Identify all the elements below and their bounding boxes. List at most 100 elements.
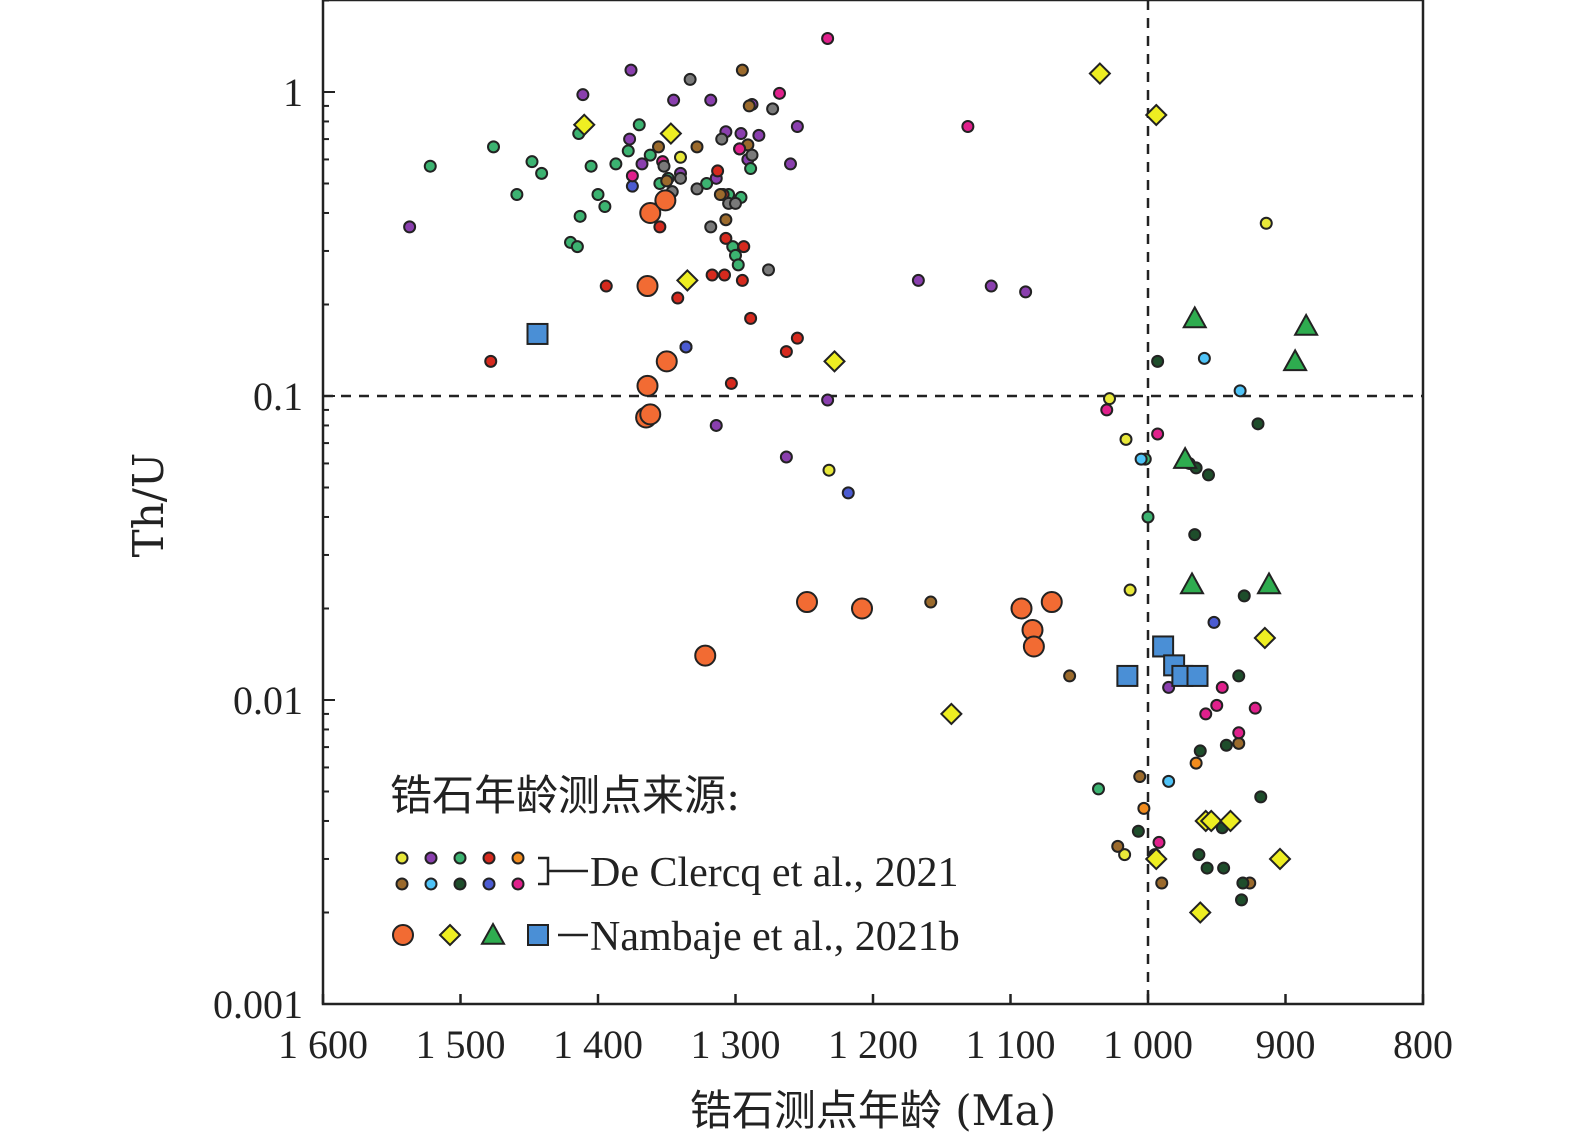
declercq-small-circle-point <box>1111 839 1125 853</box>
declercq-small-circle-point <box>690 182 704 196</box>
declercq-small-circle-point <box>1207 615 1221 629</box>
legend-marker-circle <box>392 924 414 946</box>
nambaje-circle-point <box>694 644 717 667</box>
declercq-small-circle-point <box>704 220 718 234</box>
declercq-small-circle-point <box>635 157 649 171</box>
y-tick-label: 1 <box>283 70 303 115</box>
declercq-small-circle-point <box>704 93 718 107</box>
y-axis: 1 0.1 0.01 0.001 <box>213 0 335 1027</box>
nambaje-diamond-point <box>1188 901 1212 924</box>
declercq-small-circle-point <box>1133 770 1147 784</box>
declercq-small-circle-point <box>1232 726 1246 740</box>
nambaje-triangle-point <box>1179 571 1205 595</box>
declercq-small-circle-point <box>1232 736 1246 750</box>
nambaje-triangle-point <box>1293 312 1319 336</box>
nambaje-diamond-point <box>1088 62 1112 85</box>
nambaje-triangle-point <box>1282 348 1308 372</box>
declercq-small-circle-point <box>598 200 612 214</box>
x-tick-label: 1 400 <box>553 1022 643 1067</box>
nambaje-square-point <box>526 322 549 345</box>
declercq-small-circle-point <box>790 120 804 134</box>
declercq-small-circle-point <box>624 63 638 77</box>
nambaje-circle-point <box>1040 591 1063 614</box>
legend-marker-group1 <box>395 851 409 865</box>
x-tick-label: 1 600 <box>278 1022 368 1067</box>
declercq-small-circle-point <box>599 279 613 293</box>
declercq-small-circle-point <box>713 188 727 202</box>
nambaje-diamond-point <box>659 122 683 145</box>
declercq-small-circle-point <box>1137 801 1151 815</box>
declercq-small-circle-point <box>1235 893 1248 907</box>
legend-marker-diamond <box>438 923 462 947</box>
declercq-small-circle-point <box>1103 392 1116 406</box>
declercq-small-circle-point <box>683 72 697 86</box>
legend: 锆石年龄测点来源: De Clercq et al., 2021 Nambaje… <box>390 771 960 960</box>
declercq-small-circle-point <box>709 418 723 432</box>
declercq-small-circle-point <box>719 231 733 245</box>
declercq-small-circle-point <box>657 159 671 173</box>
declercq-small-circle-point <box>961 120 975 134</box>
declercq-small-circle-point <box>1197 351 1211 365</box>
x-tick-label: 800 <box>1393 1022 1453 1067</box>
declercq-small-circle-point <box>822 463 836 477</box>
x-tick-label: 1 100 <box>966 1022 1056 1067</box>
declercq-small-circle-point <box>735 63 749 77</box>
legend-group2-label: Nambaje et al., 2021b <box>590 914 960 960</box>
declercq-small-circle-point <box>715 132 729 146</box>
legend-marker-group1 <box>482 877 496 891</box>
declercq-small-circle-point <box>643 148 657 162</box>
declercq-small-circle-point <box>671 291 685 305</box>
declercq-small-circle-point <box>1251 417 1265 431</box>
declercq-small-circle-point <box>667 93 681 107</box>
legend-group2-markers <box>392 921 549 947</box>
declercq-small-circle-point <box>1162 774 1176 788</box>
nambaje-circle-point <box>851 597 873 620</box>
y-tick-label: 0.001 <box>213 982 303 1027</box>
x-tick-label: 1 500 <box>416 1022 506 1067</box>
nambaje-diamond-point <box>939 702 963 726</box>
declercq-small-circle-point <box>621 144 635 158</box>
declercq-small-circle-point <box>766 102 780 116</box>
declercq-small-circle-point <box>724 376 738 390</box>
y-tick-label: 0.1 <box>253 374 303 419</box>
declercq-small-circle-point <box>1202 468 1215 482</box>
declercq-small-circle-point <box>535 166 549 180</box>
declercq-small-circle-point <box>841 486 855 500</box>
nambaje-square-point <box>1186 664 1209 687</box>
declercq-small-circle-point <box>510 188 524 202</box>
declercq-small-circle-point <box>744 311 758 325</box>
declercq-small-circle-point <box>1152 835 1166 849</box>
declercq-small-circle-point <box>733 142 747 156</box>
declercq-small-circle-point <box>1100 403 1114 417</box>
reference-lines <box>323 0 1423 1004</box>
declercq-small-circle-point <box>625 179 639 193</box>
declercq-small-circle-point <box>700 177 714 191</box>
y-axis-title: Th/U <box>124 453 173 558</box>
data-points <box>403 31 1319 924</box>
declercq-small-circle-point <box>1134 452 1148 466</box>
declercq-small-circle-point <box>674 171 687 185</box>
declercq-small-circle-point <box>762 263 775 277</box>
nambaje-circle-point <box>636 275 659 298</box>
declercq-small-circle-point <box>1254 790 1268 804</box>
declercq-small-circle-point <box>1199 707 1213 721</box>
declercq-small-circle-point <box>1259 216 1273 230</box>
nambaje-triangle-point <box>1182 305 1208 329</box>
declercq-small-circle-point <box>1188 528 1202 542</box>
declercq-small-circle-point <box>821 393 835 407</box>
legend-marker-group1 <box>482 851 496 865</box>
declercq-small-circle-point <box>821 31 835 45</box>
declercq-small-circle-point <box>609 157 623 171</box>
declercq-small-circle-point <box>1192 848 1206 862</box>
declercq-small-circle-point <box>1217 861 1231 875</box>
legend-marker-group1 <box>511 877 525 891</box>
declercq-small-circle-point <box>779 450 793 464</box>
nambaje-diamond-point <box>572 113 596 137</box>
declercq-small-circle-point <box>719 213 733 227</box>
nambaje-diamond-point <box>675 269 699 292</box>
nambaje-circle-point <box>639 403 662 426</box>
declercq-small-circle-point <box>1092 782 1105 796</box>
declercq-small-circle-point <box>1200 861 1214 875</box>
declercq-small-circle-point <box>711 164 725 178</box>
